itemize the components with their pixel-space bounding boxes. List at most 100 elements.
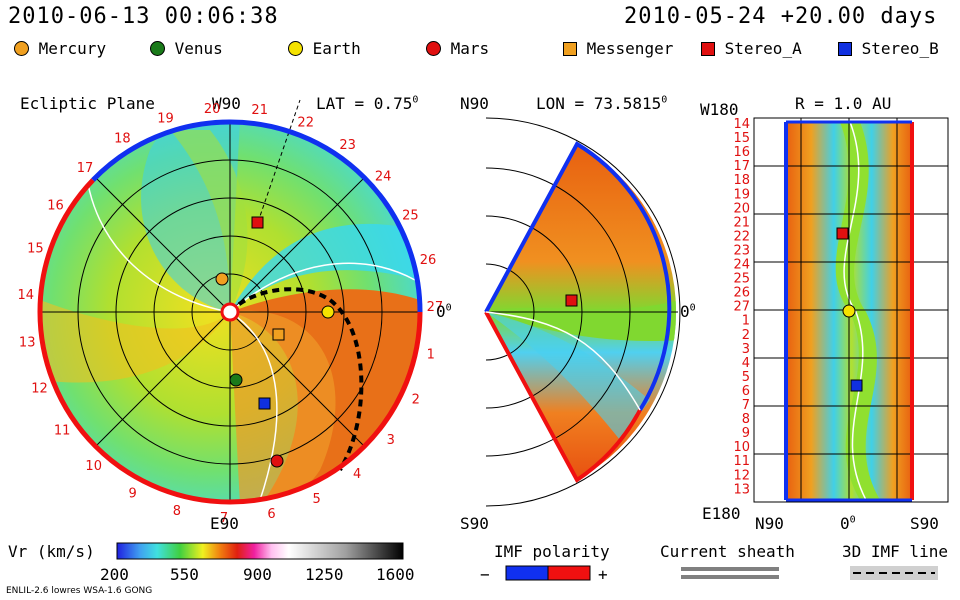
legend-mars: Mars: [426, 39, 489, 58]
imf-positive-swatch: [547, 565, 591, 581]
meridional-boundary-positive: [484, 311, 642, 483]
ecliptic-rotation-number: 27: [427, 300, 444, 315]
stereo-a-marker-icon: [701, 42, 715, 56]
current-sheath-swatch: [681, 567, 779, 571]
imf-negative-swatch: [505, 565, 549, 581]
ecliptic-rotation-number: 16: [47, 198, 64, 213]
stereo-b-marker: [258, 397, 271, 410]
sphere-rotation-number: 13: [733, 482, 750, 497]
sphere-rotation-number: 3: [742, 342, 750, 357]
footer-credit: ENLIL-2.6 lowres WSA-1.6 GONG: [6, 586, 153, 596]
ecliptic-title: Ecliptic Plane: [20, 94, 155, 113]
sphere-rotation-number: 2: [742, 328, 750, 343]
ecliptic-rotation-number: 23: [339, 138, 356, 153]
messenger-marker-icon: [563, 42, 577, 56]
sphere-bottom-n90: N90: [755, 514, 784, 533]
sphere-rotation-number: 27: [733, 300, 750, 315]
mercury-marker-icon: [14, 41, 29, 56]
imf-minus-label: −: [480, 565, 490, 584]
sphere-rotation-number: 6: [742, 384, 750, 399]
ecliptic-rotation-number: 6: [267, 507, 275, 522]
colorbar-tick-1600: 1600: [376, 565, 415, 584]
meridional-stereo-a-marker: [565, 294, 578, 307]
meridional-top-label: N90: [460, 94, 489, 113]
legend-stereo-a: Stereo_A: [701, 39, 802, 58]
latitude-readout: LAT = 0.750: [316, 94, 419, 113]
ecliptic-rotation-number: 26: [420, 253, 437, 268]
sphere-rotation-number: 16: [733, 145, 750, 160]
ecliptic-rotation-number: 5: [312, 492, 320, 507]
meridional-zero-label: 00: [680, 302, 696, 321]
ecliptic-rotation-number: 12: [31, 382, 48, 397]
sphere-earth-marker: [842, 304, 856, 318]
sphere-rotation-number: 22: [733, 229, 750, 244]
sphere-rotation-number: 9: [742, 426, 750, 441]
sphere-top-left-label: W180: [700, 100, 739, 119]
legend-venus: Venus: [150, 39, 223, 58]
ecliptic-plane-map: [37, 99, 423, 505]
ecliptic-rotation-number: 9: [129, 486, 137, 501]
sphere-stereo-a-marker: [836, 227, 849, 240]
colorbar-tick-550: 550: [170, 565, 199, 584]
ecliptic-rotation-number: 4: [353, 467, 361, 482]
sphere-rotation-number: 18: [733, 173, 750, 188]
ecliptic-rotation-number: 22: [297, 116, 314, 131]
ecliptic-rotation-number: 15: [27, 242, 44, 257]
earth-marker: [321, 305, 335, 319]
colorbar-tick-200: 200: [100, 565, 129, 584]
sphere-bottom-zero: 00: [840, 514, 856, 533]
mars-marker-icon: [426, 41, 441, 56]
ecliptic-rotation-number: 21: [251, 103, 268, 118]
sphere-bottom-left-label: E180: [702, 504, 741, 523]
longitude-readout: LON = 73.58150: [536, 94, 668, 113]
sphere-rotation-number: 11: [733, 454, 750, 469]
sphere-bottom-s90: S90: [910, 514, 939, 533]
imf-polarity-title: IMF polarity: [494, 542, 610, 561]
ecliptic-rotation-number: 2: [412, 393, 420, 408]
ecliptic-rotation-number: 18: [114, 132, 131, 147]
sun-icon: [220, 302, 240, 322]
ecliptic-rotation-number: 10: [85, 459, 102, 474]
legend-earth: Earth: [288, 39, 361, 58]
stereo-b-marker-icon: [838, 42, 852, 56]
current-sheath-title: Current sheath: [660, 542, 795, 561]
sphere-rotation-number: 26: [733, 286, 750, 301]
ecliptic-zero-label: 00: [436, 302, 452, 321]
sphere-rotation-number: 21: [733, 215, 750, 230]
legend-messenger: Messenger: [563, 39, 673, 58]
simulation-time: 2010-06-13 00:06:38: [8, 4, 279, 29]
mars-marker: [270, 454, 284, 468]
sphere-rotation-number: 8: [742, 412, 750, 427]
meridional-plane-map: [484, 117, 681, 507]
ecliptic-rotation-number: 24: [375, 170, 392, 185]
earth-marker-icon: [288, 41, 303, 56]
venus-marker-icon: [150, 41, 165, 56]
ecliptic-rotation-number: 20: [204, 102, 221, 117]
radius-readout: R = 1.0 AU: [795, 94, 892, 113]
ecliptic-rotation-numbers: 20 21222324252627123456789101112131415161…: [18, 102, 444, 526]
ecliptic-rotation-number: 7: [220, 511, 228, 526]
sphere-rotation-number: 12: [733, 468, 750, 483]
ecliptic-rotation-number: 1: [427, 348, 435, 363]
stereo-a-marker: [251, 216, 264, 229]
ecliptic-rotation-number: 14: [18, 288, 35, 303]
meridional-bottom-label: S90: [460, 514, 489, 533]
sphere-rotation-number: 15: [733, 131, 750, 146]
ecliptic-rotation-number: 3: [387, 433, 395, 448]
ecliptic-rotation-number: 13: [19, 336, 36, 351]
colorbar-tick-900: 900: [243, 565, 272, 584]
ecliptic-rotation-number: 17: [77, 161, 94, 176]
sphere-map: [753, 117, 949, 503]
speed-colorbar: [116, 542, 404, 560]
messenger-marker: [272, 328, 285, 341]
colorbar-label: Vr (km/s): [8, 542, 95, 561]
sphere-rotation-number: 23: [733, 243, 750, 258]
sphere-rotation-number: 20: [733, 201, 750, 216]
ecliptic-boundary-positive: [37, 311, 423, 505]
meridional-boundary-negative: [484, 141, 672, 412]
sphere-rotation-number: 19: [733, 187, 750, 202]
sphere-rotation-number: 17: [733, 159, 750, 174]
sphere-stereo-b-marker: [850, 379, 863, 392]
imf-plus-label: +: [598, 565, 608, 584]
